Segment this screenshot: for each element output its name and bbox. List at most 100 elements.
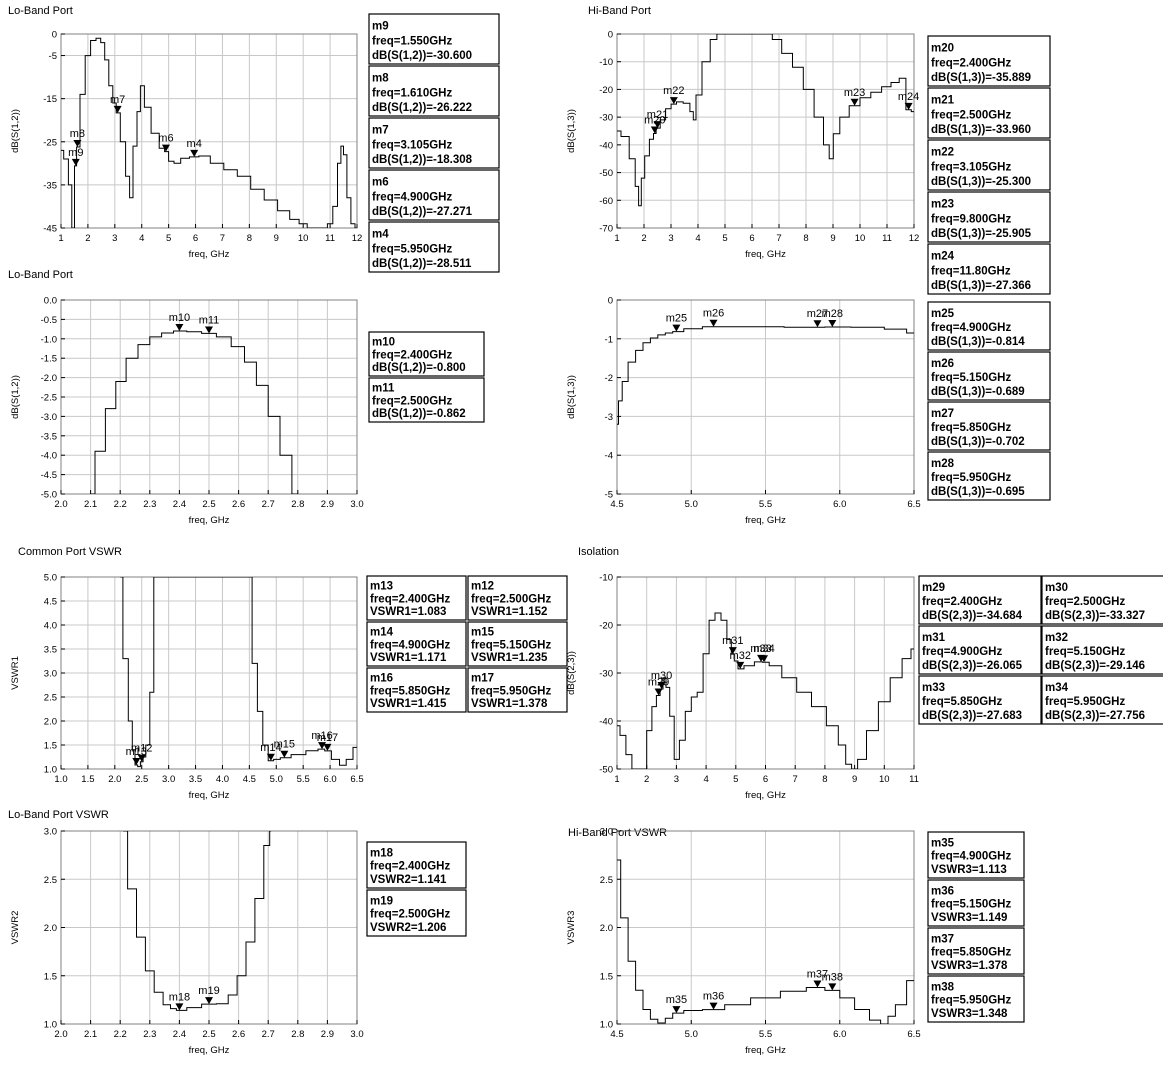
readout-value: dB(S(2,3))=-27.683 <box>922 710 1022 722</box>
readout-freq: freq=2.400GHz <box>372 349 452 361</box>
y-tick-label: -25 <box>43 137 57 148</box>
x-tick-label: 2.0 <box>54 499 67 510</box>
marker-triangle <box>205 326 213 334</box>
marker-readout-box <box>1041 675 1163 725</box>
y-tick-label: 4.0 <box>44 621 57 632</box>
readout-freq: freq=5.850GHz <box>922 696 1002 708</box>
marker-readout-box <box>927 191 1051 243</box>
marker-readout-box <box>368 377 485 423</box>
readout-name: m37 <box>931 933 954 945</box>
y-axis-label: VSWR2 <box>10 911 21 945</box>
x-tick-label: 7 <box>793 774 798 785</box>
x-tick-label: 5 <box>166 233 171 244</box>
marker-label: m31 <box>722 635 743 647</box>
marker-label: m24 <box>898 91 919 103</box>
readout-freq: freq=2.400GHz <box>370 593 450 605</box>
y-tick-label: 0.0 <box>44 296 57 307</box>
x-tick-label: 11 <box>909 774 919 785</box>
readout-name: m19 <box>370 895 393 907</box>
marker-readout-box <box>368 169 500 221</box>
marker-triangle <box>113 105 122 113</box>
y-tick-label: -40 <box>599 717 613 728</box>
x-axis-label: freq, GHz <box>189 515 230 526</box>
marker-triangle <box>709 1002 718 1010</box>
x-tick-label: 4 <box>703 774 708 785</box>
readout-name: m21 <box>931 95 955 107</box>
x-tick-label: 10 <box>879 774 890 785</box>
x-tick-label: 2.5 <box>202 499 215 510</box>
marker-triangle <box>73 140 82 148</box>
readout-name: m36 <box>931 885 954 897</box>
marker-triangle <box>760 655 769 663</box>
y-tick-label: -3 <box>605 412 613 423</box>
x-tick-label: 2.6 <box>232 1029 245 1040</box>
x-axis-label: freq, GHz <box>189 790 230 801</box>
marker-label: m21 <box>647 109 668 121</box>
readout-freq: freq=2.500GHz <box>1045 596 1125 608</box>
x-tick-label: 5.0 <box>270 774 283 785</box>
x-tick-label: 2.1 <box>84 1029 97 1040</box>
x-tick-label: 2.3 <box>143 1029 156 1040</box>
marker-readout-box <box>927 831 1025 879</box>
readout-freq: freq=4.900GHz <box>931 322 1011 334</box>
readout-freq: freq=5.950GHz <box>471 685 551 697</box>
marker-triangle <box>672 1006 681 1014</box>
readout-name: m24 <box>931 251 955 263</box>
y-axis-label: dB(S(2,3)) <box>566 651 577 695</box>
marker-triangle <box>904 102 913 110</box>
readout-freq: freq=5.950GHz <box>1045 696 1125 708</box>
readout-name: m30 <box>1045 582 1068 594</box>
y-tick-label: 2.0 <box>44 717 57 728</box>
y-tick-label: 0 <box>52 30 57 41</box>
marker-triangle <box>71 158 80 166</box>
x-tick-label: 4 <box>139 233 144 244</box>
marker-label: m16 <box>311 730 332 742</box>
x-tick-label: 8 <box>803 233 808 244</box>
marker-readout-box <box>927 301 1051 351</box>
x-tick-label: 2.1 <box>84 499 97 510</box>
x-tick-label: 9 <box>852 774 857 785</box>
marker-triangle <box>669 97 678 105</box>
y-tick-label: -1.5 <box>41 354 57 365</box>
readout-freq: freq=3.105GHz <box>931 161 1011 173</box>
x-tick-label: 2.2 <box>114 1029 127 1040</box>
readout-name: m35 <box>931 837 955 849</box>
plot-frame <box>616 33 915 229</box>
marker-label: m33 <box>750 643 771 655</box>
y-tick-label: 3.5 <box>44 645 57 656</box>
readout-name: m10 <box>372 337 395 349</box>
marker-readout-box <box>366 841 467 889</box>
readout-freq: freq=4.900GHz <box>922 646 1002 658</box>
readout-name: m23 <box>931 199 954 211</box>
x-tick-label: 1 <box>58 233 63 244</box>
readout-value: dB(S(2,3))=-29.146 <box>1045 660 1145 672</box>
marker-readout-box <box>927 243 1051 295</box>
readout-value: dB(S(1,3))=-35.889 <box>931 72 1031 84</box>
y-tick-label: -4.5 <box>41 470 57 481</box>
y-tick-label: -1.0 <box>41 334 57 345</box>
readout-freq: freq=5.150GHz <box>471 639 551 651</box>
readout-value: VSWR1=1.152 <box>471 606 547 618</box>
y-tick-label: -4.0 <box>41 451 57 462</box>
y-tick-label: -2.0 <box>41 373 57 384</box>
chart-title: Lo-Band Port <box>8 5 73 17</box>
x-tick-label: 1.5 <box>81 774 94 785</box>
readout-freq: freq=5.150GHz <box>931 899 1011 911</box>
readout-value: dB(S(1,2))=-27.271 <box>372 206 473 218</box>
chart-title: Lo-Band Port <box>8 269 73 281</box>
readout-name: m32 <box>1045 632 1068 644</box>
readout-name: m15 <box>471 627 495 639</box>
x-tick-label: 10 <box>855 233 866 244</box>
readout-value: dB(S(1,2))=-30.600 <box>372 50 472 62</box>
readout-name: m20 <box>931 43 954 55</box>
marker-label: m38 <box>822 971 843 983</box>
y-tick-label: 1.0 <box>44 765 57 776</box>
x-axis-label: freq, GHz <box>745 1045 786 1056</box>
y-tick-label: -40 <box>599 140 613 151</box>
marker-label: m30 <box>651 670 672 682</box>
readout-name: m16 <box>370 673 393 685</box>
marker-label: m7 <box>110 94 125 106</box>
marker-triangle <box>175 1003 184 1011</box>
marker-readout-box <box>368 65 500 117</box>
x-tick-label: 2.0 <box>54 1029 67 1040</box>
